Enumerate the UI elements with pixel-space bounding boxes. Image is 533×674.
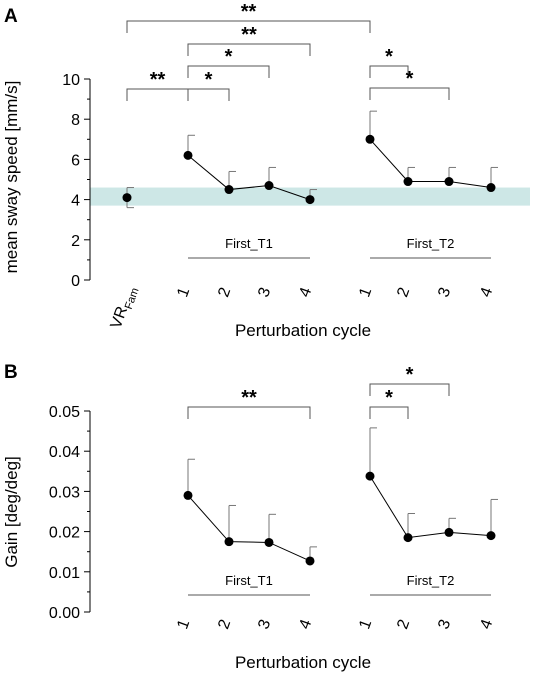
data-point (183, 490, 193, 500)
data-point (305, 195, 315, 205)
x-tick-label: 2 (215, 285, 234, 299)
significance-label: * (406, 364, 414, 386)
panel-b-xlabel: Perturbation cycle (235, 653, 371, 672)
y-tick-label: 0.02 (49, 525, 80, 542)
significance-label: * (225, 46, 233, 68)
panel-a-xlabel: Perturbation cycle (235, 321, 371, 340)
panel-b-ylabel: Gain [deg/deg] (2, 456, 21, 568)
data-point (365, 471, 375, 481)
data-point (403, 533, 413, 543)
y-tick-label: 0.05 (49, 404, 80, 421)
panel-a: A mean sway speed [mm/s] Perturbation cy… (2, 1, 530, 340)
data-point (305, 556, 315, 566)
x-tick-label: 4 (477, 617, 496, 631)
significance-bracket (369, 383, 450, 396)
y-tick-label: 0.01 (49, 565, 80, 582)
data-point (183, 150, 193, 160)
x-tick-label: 4 (477, 285, 496, 299)
y-tick-label: 2 (71, 233, 80, 250)
significance-label: ** (241, 24, 257, 46)
x-tick-label: 3 (255, 285, 274, 299)
data-point (264, 181, 274, 191)
series-line (369, 138, 492, 189)
y-tick-label: 0 (71, 273, 80, 290)
y-tick-label: 8 (71, 112, 80, 129)
data-point (486, 183, 496, 193)
x-tick-label: 4 (296, 285, 315, 299)
x-tick-label: 4 (296, 617, 315, 631)
data-point (224, 537, 234, 547)
significance-label: * (205, 69, 213, 91)
group-label: First_T1 (225, 236, 273, 251)
x-tick-label-vr-subscript: Fam (123, 286, 142, 311)
y-tick-label: 0.04 (49, 444, 80, 461)
data-point (365, 134, 375, 144)
y-tick-label: 4 (71, 193, 80, 210)
group-label: First_T1 (225, 573, 273, 588)
data-point (444, 527, 454, 537)
data-point (403, 177, 413, 187)
significance-label: * (385, 46, 393, 68)
x-tick-label: 2 (215, 617, 234, 631)
y-tick-label: 0.03 (49, 484, 80, 501)
significance-bracket (187, 88, 230, 101)
x-tick-label: 3 (435, 285, 454, 299)
significance-bracket (187, 43, 311, 56)
data-point (122, 193, 132, 203)
y-tick-label: 6 (71, 152, 80, 169)
x-tick-label: 2 (394, 617, 413, 631)
significance-label: ** (241, 1, 257, 23)
series-line (187, 495, 311, 562)
significance-label: ** (150, 69, 166, 91)
y-tick-label: 0.00 (49, 605, 80, 622)
significance-bracket (369, 406, 409, 419)
x-tick-label: 3 (435, 617, 454, 631)
x-tick-label: 1 (174, 285, 193, 299)
x-tick-label: 3 (255, 617, 274, 631)
x-tick-label-vr-main: VR (108, 304, 132, 331)
x-tick-label: 1 (356, 617, 375, 631)
series-line (369, 475, 492, 539)
significance-bracket (187, 65, 270, 78)
x-tick-label: 2 (394, 285, 413, 299)
significance-label: * (385, 387, 393, 409)
significance-bracket (369, 65, 409, 78)
significance-bracket (126, 20, 371, 33)
panel-b-letter: B (4, 362, 18, 383)
series-line (187, 154, 311, 201)
x-tick-label: 1 (174, 617, 193, 631)
x-tick-label: 1 (356, 285, 375, 299)
group-label: First_T2 (407, 573, 455, 588)
group-label: First_T2 (407, 236, 455, 251)
significance-label: * (406, 68, 414, 90)
y-tick-label: 10 (62, 72, 80, 89)
data-point (224, 185, 234, 195)
panel-a-letter: A (4, 6, 18, 27)
data-point (264, 537, 274, 547)
significance-label: ** (241, 387, 257, 409)
significance-bracket (187, 406, 311, 419)
x-tick-label-vr: VRFam (108, 284, 142, 332)
panel-b: B Gain [deg/deg] Perturbation cycle 0.00… (2, 362, 498, 672)
significance-bracket (369, 87, 450, 100)
data-point (486, 531, 496, 541)
panel-a-ylabel: mean sway speed [mm/s] (2, 81, 21, 274)
data-point (444, 177, 454, 187)
